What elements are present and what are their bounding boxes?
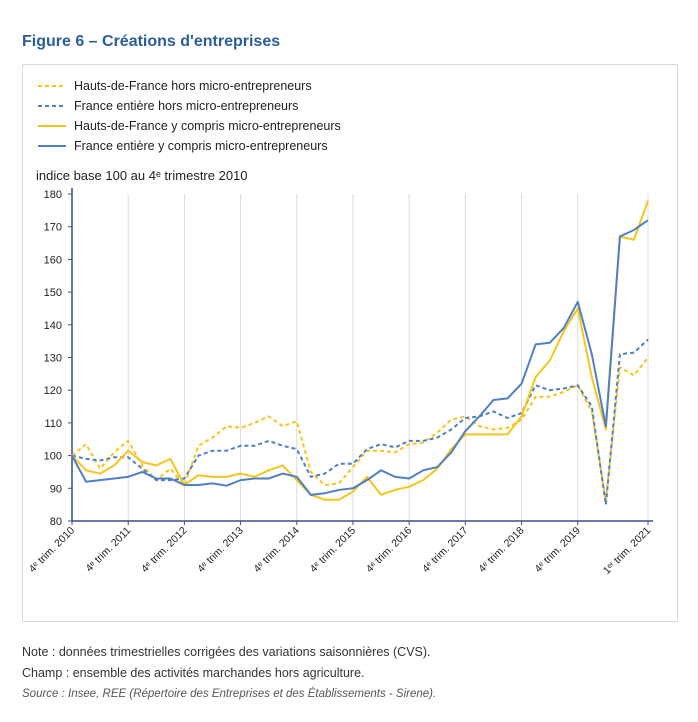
x-tick-label: 4ᵉ trim. 2010: [27, 525, 78, 576]
y-tick-label: 140: [44, 320, 62, 332]
legend-label: France entière y compris micro-entrepren…: [74, 139, 328, 153]
x-tick-label: 4ᵉ trim. 2017: [420, 525, 471, 576]
note: Champ : ensemble des activités marchande…: [22, 666, 365, 680]
x-tick-label: 1ᵉʳ trim. 2021: [601, 525, 653, 577]
series-line: [71, 356, 649, 503]
x-tick-label: 4ᵉ trim. 2014: [251, 525, 302, 576]
y-tick-label: 110: [44, 418, 62, 430]
series-line: [71, 200, 649, 501]
x-tick-label: 4ᵉ trim. 2015: [308, 525, 359, 576]
source: Source : Insee, REE (Répertoire des Entr…: [22, 687, 436, 700]
chart-title: Figure 6 – Créations d'entreprises: [22, 33, 280, 50]
x-tick-label: 4ᵉ trim. 2019: [532, 525, 583, 576]
x-tick-label: 4ᵉ trim. 2012: [139, 525, 190, 576]
y-tick-label: 180: [44, 189, 62, 201]
note: Note : données trimestrielles corrigées …: [22, 645, 431, 659]
y-tick-label: 100: [44, 451, 62, 463]
x-tick-label: 4ᵉ trim. 2011: [83, 525, 133, 575]
chart-frame: [22, 64, 678, 622]
legend-label: Hauts-de-France hors micro-entrepreneurs: [74, 79, 312, 93]
x-tick-label: 4ᵉ trim. 2018: [476, 525, 527, 576]
y-axis-label: indice base 100 au 4ᵉ trimestre 2010: [36, 168, 248, 183]
x-tick-label: 4ᵉ trim. 2013: [195, 525, 246, 576]
y-tick-label: 150: [44, 287, 62, 299]
y-tick-label: 160: [44, 254, 62, 266]
y-tick-label: 120: [44, 385, 62, 397]
y-tick-label: 130: [44, 353, 62, 365]
series-line: [71, 338, 649, 506]
y-tick-label: 80: [50, 516, 62, 528]
legend-label: France entière hors micro-entrepreneurs: [74, 99, 298, 113]
y-tick-label: 90: [50, 483, 62, 495]
x-tick-label: 4ᵉ trim. 2016: [364, 525, 415, 576]
y-tick-label: 170: [44, 222, 62, 234]
series-line: [71, 219, 649, 496]
legend-label: Hauts-de-France y compris micro-entrepre…: [74, 119, 341, 133]
